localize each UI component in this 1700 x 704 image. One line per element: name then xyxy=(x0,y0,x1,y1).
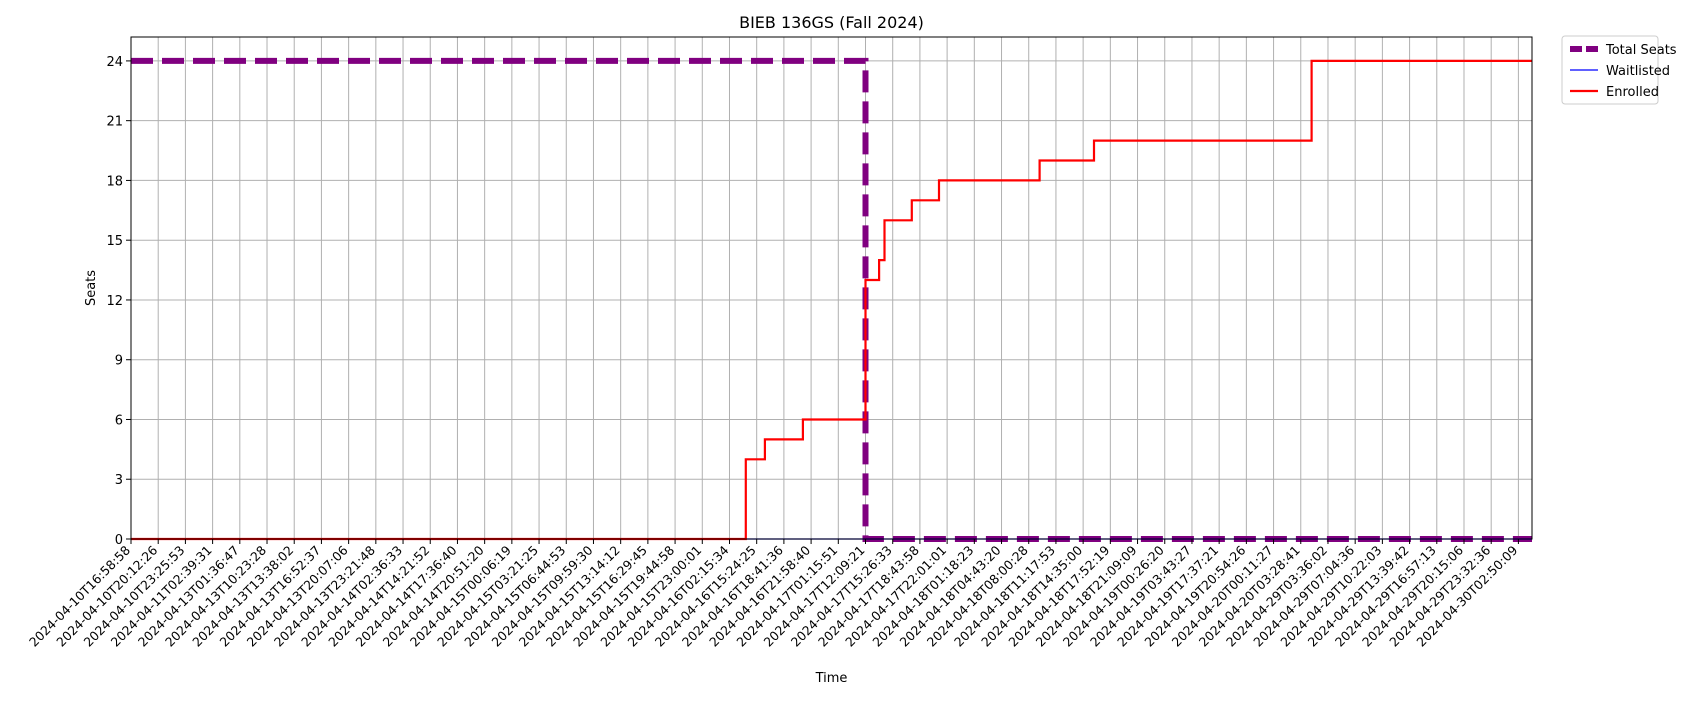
y-tick-label: 12 xyxy=(106,294,123,309)
legend: Total Seats Waitlisted Enrolled xyxy=(1561,35,1677,105)
y-tick-label: 21 xyxy=(106,115,123,130)
plot-frame xyxy=(130,36,1533,540)
x-axis-ticks: 2024-04-10T16:58:582024-04-10T20:12:2620… xyxy=(26,539,1521,650)
y-tick-label: 0 xyxy=(115,533,123,548)
legend-box xyxy=(1561,35,1659,105)
y-axis-ticks: 0 3 6 9 12 15 18 21 24 xyxy=(106,55,131,548)
y-tick-label: 15 xyxy=(106,234,123,249)
y-tick-label: 6 xyxy=(115,413,123,428)
y-tick-label: 9 xyxy=(115,354,123,369)
y-tick-label: 24 xyxy=(106,55,123,70)
legend-label: Waitlisted xyxy=(1606,64,1670,79)
x-axis-label: Time xyxy=(815,671,848,686)
legend-label: Total Seats xyxy=(1605,43,1677,58)
y-tick-label: 3 xyxy=(115,473,123,488)
y-tick-label: 18 xyxy=(106,174,123,189)
series-line-enrolled xyxy=(131,59,1532,541)
legend-label: Enrolled xyxy=(1606,85,1659,100)
y-axis-label: Seats xyxy=(84,270,99,306)
chart-title: BIEB 136GS (Fall 2024) xyxy=(739,13,924,32)
grid xyxy=(130,37,1532,540)
